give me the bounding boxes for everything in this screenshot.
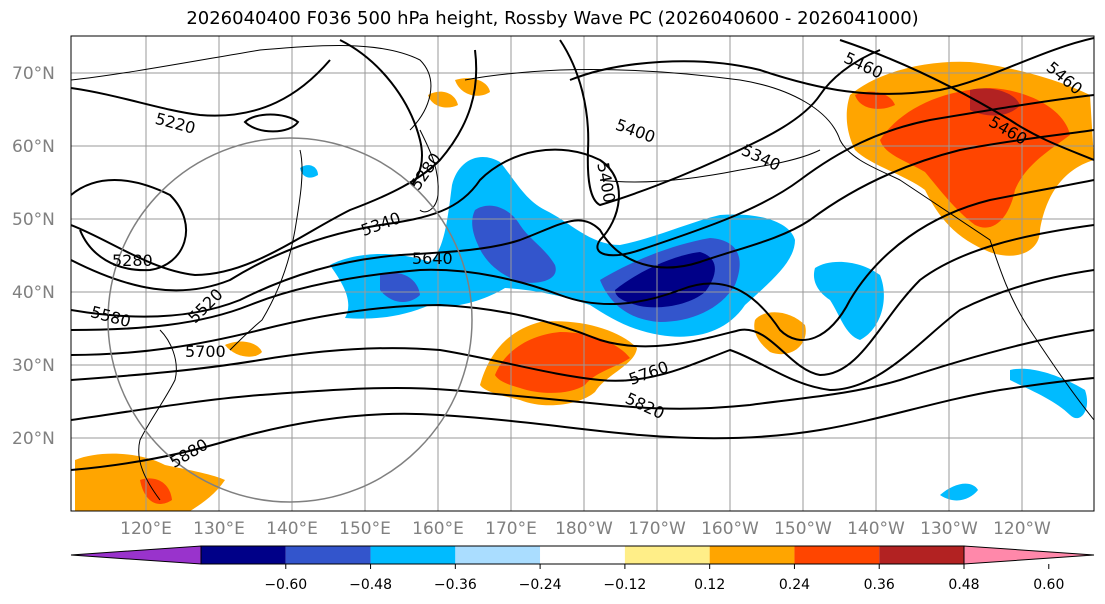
lon-label: 120°W: [993, 519, 1051, 539]
negative-anomaly-west-core: [380, 272, 420, 302]
contour-5520: [71, 94, 1094, 292]
map-content: [71, 36, 1094, 511]
contour-label: 5700: [185, 342, 226, 361]
colorbar-segment: [285, 546, 371, 564]
colorbar-segment: [201, 546, 286, 564]
colorbar-segment: [455, 546, 541, 564]
colorbar-tick-label: 0.60: [1033, 577, 1064, 593]
lon-label: 180°W: [555, 519, 613, 539]
lon-label: 120°E: [120, 519, 172, 539]
contour-5340: [71, 49, 478, 277]
contour-5400: [559, 39, 881, 207]
positive-anomaly-central-core: [495, 332, 630, 393]
colorbar-segment: [624, 546, 710, 564]
colorbar-tick-label: 0.24: [779, 577, 810, 593]
contour-5580: [71, 129, 1094, 318]
colorbar-segment: [709, 546, 795, 564]
colorbar-segment: [540, 546, 625, 564]
region-circle: [107, 137, 473, 503]
colorbar-extend-low: [70, 545, 202, 565]
lat-label: 40°N: [12, 283, 55, 303]
height-contours: [71, 37, 1094, 471]
colorbar-tick-label: −0.24: [519, 577, 562, 593]
lon-label: 170°W: [628, 519, 686, 539]
lon-label: 140°W: [847, 519, 905, 539]
coastlines: [71, 45, 1094, 501]
positive-anomaly-central-east: [754, 312, 806, 355]
latitude-labels: 70°N 60°N 50°N 40°N 30°N 20°N: [12, 64, 55, 449]
contour-5460: [569, 37, 1094, 95]
negative-anomaly-small-1: [300, 165, 318, 178]
contour-5880: [71, 377, 1094, 471]
lon-label: 130°E: [193, 519, 245, 539]
colorbar: −0.60 −0.48 −0.36 −0.24 −0.12 0.12 0.24 0.36 0.4…: [70, 545, 1095, 593]
colorbar-tick-label: 0.36: [864, 577, 895, 593]
longitude-labels: 120°E 130°E 140°E 150°E 160°E 170°E 180°…: [120, 519, 1051, 539]
colorbar-tick-label: −0.60: [264, 577, 307, 593]
colorbar-segment: [879, 546, 964, 564]
map-border: [70, 35, 1095, 512]
colorbar-frame: [200, 545, 965, 565]
positive-anomaly-alaska-max: [970, 88, 1020, 116]
lon-label: 170°E: [485, 519, 537, 539]
contour-5820: [71, 329, 1094, 421]
lat-label: 20°N: [12, 429, 55, 449]
negative-anomaly-core: [472, 205, 556, 283]
lon-label: 150°E: [339, 519, 391, 539]
colorbar-segment: [370, 546, 456, 564]
colorbar-tick-label: −0.48: [349, 577, 392, 593]
contour-small-ring: [243, 113, 300, 133]
contour-5640: [71, 179, 1094, 341]
lon-label: 160°W: [701, 519, 759, 539]
lat-label: 70°N: [12, 64, 55, 84]
contour-5760: [71, 269, 1094, 392]
positive-anomaly-southwest-core: [140, 478, 172, 504]
lon-label: 150°W: [774, 519, 832, 539]
lat-label: 50°N: [12, 210, 55, 230]
positive-anomaly-bering: [455, 78, 490, 96]
colorbar-tick-label: −0.36: [434, 577, 477, 593]
positive-anomaly-kamchatka: [428, 91, 458, 108]
lon-label: 130°W: [920, 519, 978, 539]
contour-label: 5280: [112, 251, 153, 270]
map-title: 2026040400 F036 500 hPa height, Rossby W…: [186, 8, 919, 29]
contour-5460-b: [839, 39, 1094, 161]
lat-label: 30°N: [12, 356, 55, 376]
lon-label: 160°E: [412, 519, 464, 539]
contour-5280-a: [71, 179, 188, 272]
contour-5280-b: [339, 39, 423, 186]
colorbar-tick-label: 0.12: [694, 577, 725, 593]
contour-label: 5640: [412, 249, 453, 268]
contour-5220: [71, 59, 331, 117]
colorbar-segment: [794, 546, 880, 564]
lon-label: 140°E: [266, 519, 318, 539]
colorbar-tick-label: −0.12: [603, 577, 646, 593]
gridlines: [71, 36, 1094, 511]
contour-5700: [71, 224, 1094, 377]
lat-label: 60°N: [12, 137, 55, 157]
colorbar-tick-label: 0.48: [948, 577, 979, 593]
colorbar-extend-high: [963, 545, 1095, 565]
positive-anomaly-small-1: [855, 91, 895, 109]
